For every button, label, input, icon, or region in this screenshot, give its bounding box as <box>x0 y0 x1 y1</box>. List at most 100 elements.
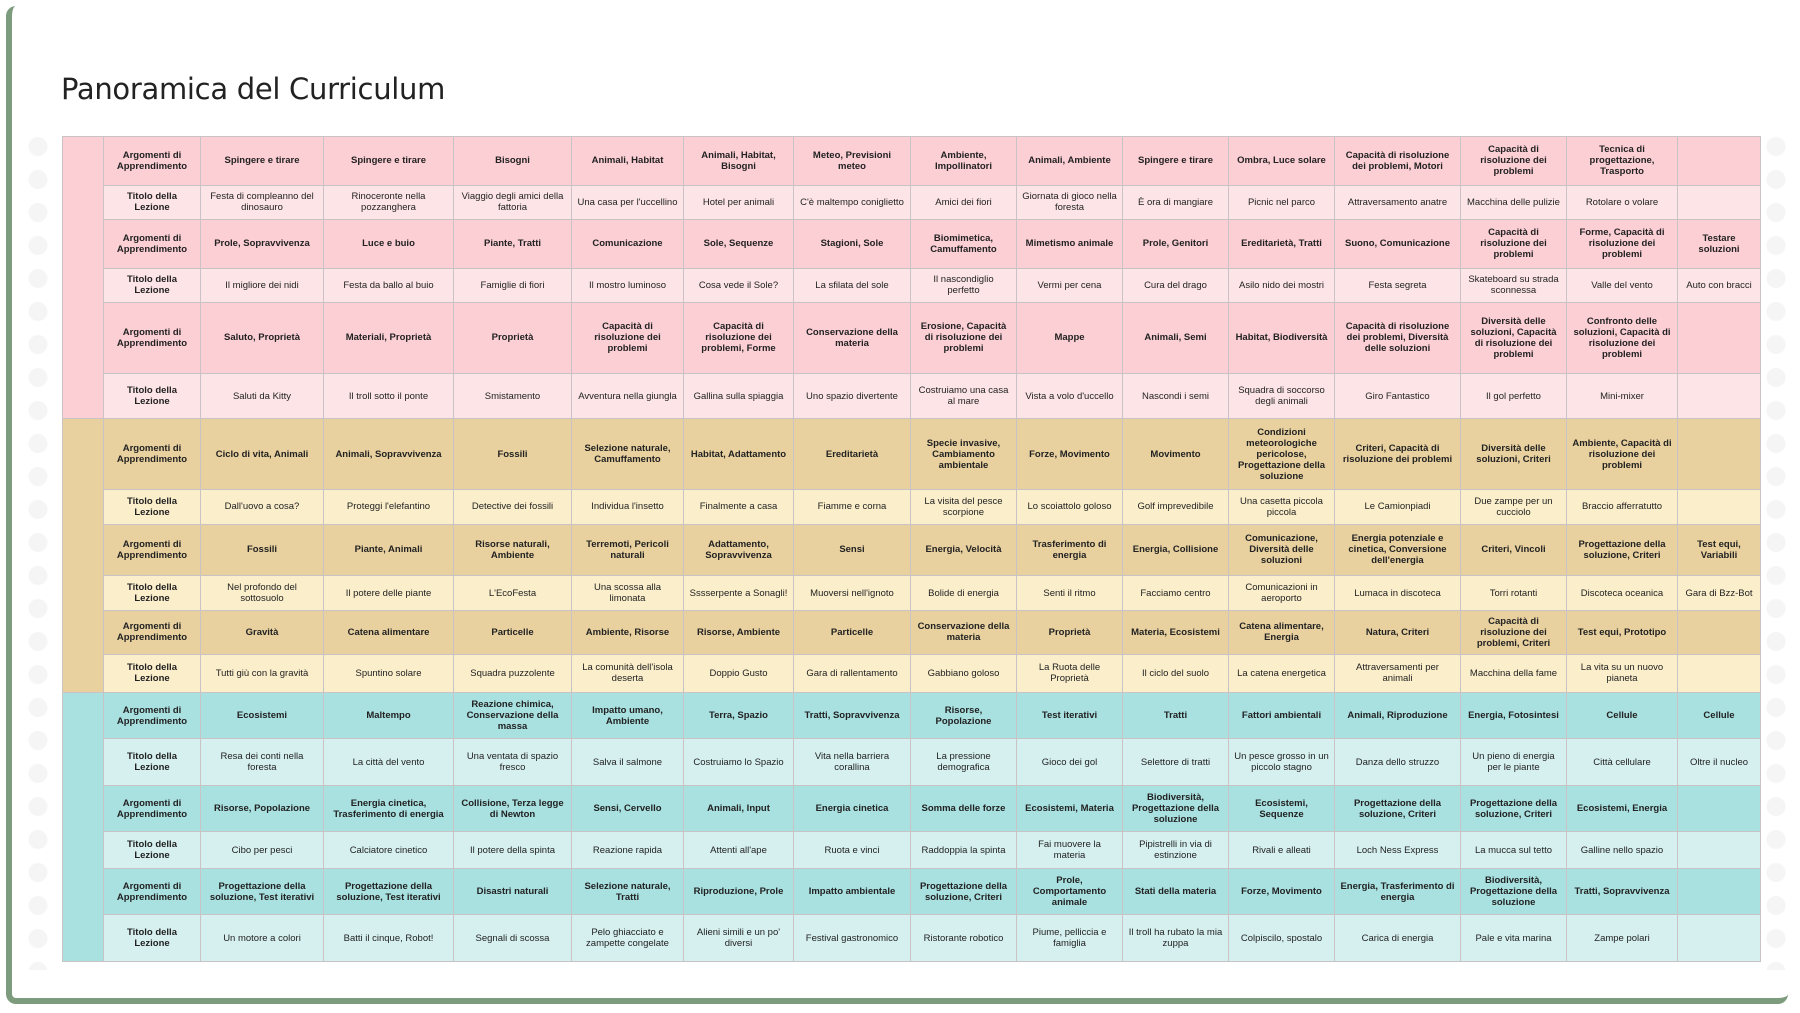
lesson-title-cell: Cibo per pesci <box>200 831 324 869</box>
learning-topic-cell: Particelle <box>453 609 572 656</box>
lesson-title-cell: La comunità dell'isola deserta <box>571 654 684 693</box>
lesson-title-cell: Il potere della spinta <box>453 831 572 869</box>
learning-topic-cell: Condizioni meteorologiche pericolose, Pr… <box>1228 418 1335 491</box>
learning-topic-cell: Comunicazione <box>571 218 684 269</box>
row-label: Titolo della Lezione <box>103 738 201 786</box>
row-label: Titolo della Lezione <box>103 372 201 420</box>
learning-topic-cell: Materia, Ecosistemi <box>1122 609 1229 656</box>
lesson-title-cell: Squadra puzzolente <box>453 654 572 693</box>
learning-topic-cell: Animali, Ambiente <box>1016 136 1123 186</box>
learning-topic-cell: Ereditarietà <box>793 418 911 491</box>
lesson-title-cell: Vita nella barriera corallina <box>793 738 911 786</box>
learning-topic-cell: Sensi <box>793 523 911 577</box>
lesson-title-cell: Nel profondo del sottosuolo <box>200 575 324 611</box>
learning-topic-cell: Particelle <box>793 609 911 656</box>
learning-topic-cell: Testare soluzioni <box>1677 218 1761 269</box>
learning-topic-cell: Diversità delle soluzioni, Criteri <box>1460 418 1567 491</box>
lesson-title-cell: Individua l'insetto <box>571 489 684 525</box>
lesson-title-cell: Discoteca oceanica <box>1566 575 1678 611</box>
lesson-title-cell: Cura del drago <box>1122 267 1229 303</box>
learning-topic-cell: Ecosistemi <box>200 691 324 740</box>
lesson-title-cell: Squadra di soccorso degli animali <box>1228 372 1335 420</box>
learning-topic-cell: Luce e buio <box>323 218 454 269</box>
row-label: Titolo della Lezione <box>103 575 201 611</box>
lesson-title-cell: Batti il cinque, Robot! <box>323 914 454 962</box>
learning-topic-cell: Risorse naturali, Ambiente <box>453 523 572 577</box>
learning-topic-cell: Spingere e tirare <box>200 136 324 186</box>
learning-topic-cell: Movimento <box>1122 418 1229 491</box>
learning-topic-cell <box>1677 784 1761 833</box>
lesson-title-cell: Attraversamenti per animali <box>1334 654 1461 693</box>
lesson-title-cell: Famiglie di fiori <box>453 267 572 303</box>
lesson-title-cell: Fiamme e corna <box>793 489 911 525</box>
lesson-title-cell <box>1677 184 1761 220</box>
learning-topic-cell: Disastri naturali <box>453 867 572 916</box>
lesson-title-cell: Raddoppia la spinta <box>910 831 1017 869</box>
learning-topic-cell: Confronto delle soluzioni, Capacità di r… <box>1566 301 1678 374</box>
learning-topic-cell: Spingere e tirare <box>1122 136 1229 186</box>
table-row: Titolo della Lezione Resa dei conti nella… <box>63 738 1761 786</box>
row-label: Titolo della Lezione <box>103 914 201 962</box>
learning-topic-cell: Tratti, Sopravvivenza <box>1566 867 1678 916</box>
table-row: Primaria 1-3Argomenti di ApprendimentoSp… <box>62 135 1761 420</box>
learning-topic-cell: Tratti <box>1122 691 1229 740</box>
learning-topic-cell: Progettazione della soluzione, Criteri <box>1460 784 1567 833</box>
lesson-title-cell: Calciatore cinetico <box>323 831 454 869</box>
learning-topic-cell: Forze, Movimento <box>1016 418 1123 491</box>
learning-topic-cell <box>1677 609 1761 656</box>
learning-topic-cell: Piante, Animali <box>323 523 454 577</box>
lesson-title-cell: Sssserpente a Sonagli! <box>683 575 794 611</box>
learning-topic-cell: Capacità di risoluzione dei problemi <box>1460 218 1567 269</box>
lesson-title-cell: Il gol perfetto <box>1460 372 1567 420</box>
learning-topic-cell: Selezione naturale, Camuffamento <box>571 418 684 491</box>
learning-topic-cell: Adattamento, Sopravvivenza <box>683 523 794 577</box>
learning-topic-cell: Tratti, Sopravvivenza <box>793 691 911 740</box>
learning-topic-cell: Sensi, Cervello <box>571 784 684 833</box>
lesson-title-cell: Facciamo centro <box>1122 575 1229 611</box>
lesson-title-cell: La vita su un nuovo pianeta <box>1566 654 1678 693</box>
lesson-title-cell: Gara di Bzz-Bot <box>1677 575 1761 611</box>
learning-topic-cell: Saluto, Proprietà <box>200 301 324 374</box>
learning-topic-cell: Reazione chimica, Conservazione della ma… <box>453 691 572 740</box>
lesson-title-cell: Il ciclo del suolo <box>1122 654 1229 693</box>
table-row: Titolo della Lezione Nel profondo del sot… <box>63 575 1761 611</box>
lesson-title-cell: Spuntino solare <box>323 654 454 693</box>
lesson-title-cell: Gallina sulla spiaggia <box>683 372 794 420</box>
learning-topic-cell: Tecnica di progettazione, Trasporto <box>1566 136 1678 186</box>
row-label: Argomenti di Apprendimento <box>103 418 201 491</box>
learning-topic-cell: Habitat, Adattamento <box>683 418 794 491</box>
row-label: Argomenti di Apprendimento <box>103 301 201 374</box>
learning-topic-cell <box>1677 867 1761 916</box>
table-row: Argomenti di Apprendimento Saluto, Propri… <box>63 301 1761 374</box>
lesson-title-cell: Smistamento <box>453 372 572 420</box>
lesson-title-cell: Rinoceronte nella pozzanghera <box>323 184 454 220</box>
lesson-title-cell: Hotel per animali <box>683 184 794 220</box>
learning-topic-cell: Biodiversità, Progettazione della soluzi… <box>1460 867 1567 916</box>
lesson-title-cell: Alieni simili e un po' diversi <box>683 914 794 962</box>
lesson-title-cell: È ora di mangiare <box>1122 184 1229 220</box>
lesson-title-cell: Auto con bracci <box>1677 267 1761 303</box>
learning-topic-cell: Forze, Movimento <box>1228 867 1335 916</box>
learning-topic-cell: Test iterativi <box>1016 691 1123 740</box>
lesson-title-cell: Un pieno di energia per le piante <box>1460 738 1567 786</box>
lesson-title-cell: Giro Fantastico <box>1334 372 1461 420</box>
learning-topic-cell: Terra, Spazio <box>683 691 794 740</box>
learning-topic-cell: Biodiversità, Progettazione della soluzi… <box>1122 784 1229 833</box>
lesson-title-cell: Senti il ritmo <box>1016 575 1123 611</box>
learning-topic-cell: Capacità di risoluzione dei problemi, Di… <box>1334 301 1461 374</box>
lesson-title-cell <box>1677 914 1761 962</box>
page-title: Panoramica del Curriculum <box>61 72 446 106</box>
learning-topic-cell: Sole, Sequenze <box>683 218 794 269</box>
lesson-title-cell: Uno spazio divertente <box>793 372 911 420</box>
lesson-title-cell: Vermi per cena <box>1016 267 1123 303</box>
decorative-dots-right <box>1764 130 1788 970</box>
learning-topic-cell: Capacità di risoluzione dei problemi <box>1460 136 1567 186</box>
learning-topic-cell: Progettazione della soluzione, Criteri <box>910 867 1017 916</box>
learning-topic-cell: Ambiente, Capacità di risoluzione dei pr… <box>1566 418 1678 491</box>
lesson-title-cell: Zampe polari <box>1566 914 1678 962</box>
lesson-title-cell: Festa di compleanno del dinosauro <box>200 184 324 220</box>
lesson-title-cell: Pelo ghiacciato e zampette congelate <box>571 914 684 962</box>
lesson-title-cell: Comunicazioni in aeroporto <box>1228 575 1335 611</box>
section-0: Primaria 1-3Argomenti di ApprendimentoSp… <box>62 135 1761 420</box>
lesson-title-cell: Bolide di energia <box>910 575 1017 611</box>
